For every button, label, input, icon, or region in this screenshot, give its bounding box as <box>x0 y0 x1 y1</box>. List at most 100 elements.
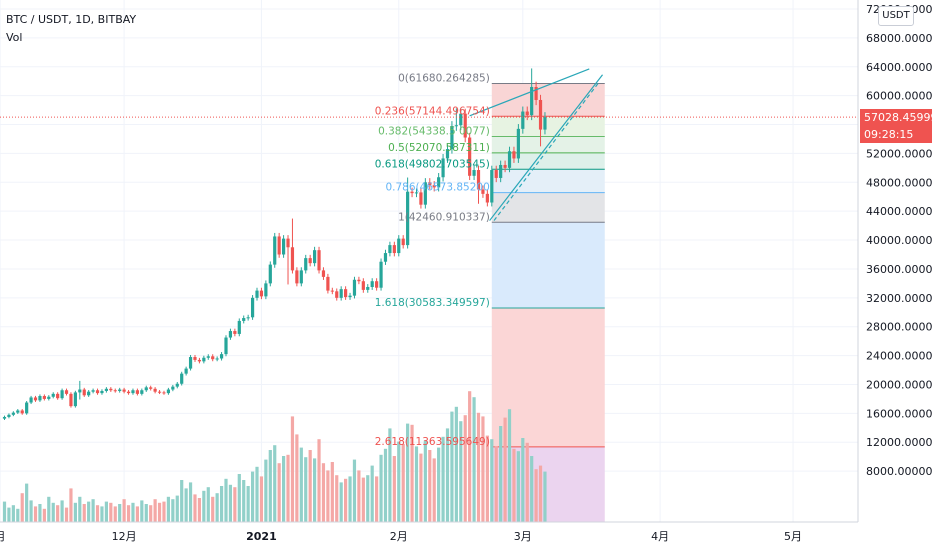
volume-bar <box>273 445 277 522</box>
candle-body <box>184 368 188 374</box>
price-tick-label: 8000.000000 <box>866 465 932 478</box>
trend-lines[interactable] <box>469 68 604 221</box>
candle-body <box>100 390 104 394</box>
candle-body <box>82 389 86 396</box>
volume-bar <box>171 499 175 522</box>
time-tick-label: 12月 <box>112 530 137 543</box>
candlesticks <box>2 68 547 420</box>
volume-bar <box>410 424 414 522</box>
volume-bar <box>215 493 219 522</box>
price-tick-label: 48000.000000 <box>866 176 932 189</box>
candle-body <box>490 170 494 203</box>
candle-body <box>197 359 202 362</box>
fib-level-label: 0(61680.264285) <box>398 73 490 85</box>
candle-body <box>264 283 268 297</box>
volume-bar <box>42 508 46 522</box>
volume-bar <box>397 441 401 522</box>
candle-body <box>246 317 250 319</box>
price-axis[interactable]: 8000.000000 12000.000000 16000.000000 20000… <box>857 0 932 550</box>
candle-body <box>180 373 184 384</box>
candle-body <box>516 128 520 159</box>
price-tick-label: 68000.000000 <box>866 32 932 45</box>
candle-body <box>273 236 277 265</box>
volume-bar <box>366 475 370 522</box>
volume-bar <box>370 465 374 522</box>
volume-indicator-label[interactable]: Vol <box>6 31 23 44</box>
volume-bar <box>20 493 24 522</box>
volume-bar <box>153 499 157 522</box>
candle-body <box>11 412 15 415</box>
candle-body <box>357 279 361 282</box>
volume-bar <box>242 480 246 522</box>
candle-body <box>211 356 215 360</box>
candle-body <box>33 397 38 401</box>
volume-bar <box>149 505 153 522</box>
volume-bar <box>255 466 259 522</box>
candle-body <box>157 391 162 393</box>
volume-bar <box>317 439 321 522</box>
volume-bar <box>538 465 543 522</box>
volume-bar <box>87 501 91 522</box>
time-axis[interactable]: 月 12月 2021 2月 3月 4月 5月 <box>0 521 858 550</box>
candle-body <box>140 390 144 394</box>
volume-bar <box>47 496 51 522</box>
candle-body <box>459 113 463 126</box>
volume-bar <box>7 507 11 522</box>
fib-zone <box>491 152 605 170</box>
volume-bar <box>82 504 86 522</box>
candle-body <box>401 238 405 246</box>
candle-body <box>250 297 255 318</box>
volume-bars <box>2 391 547 522</box>
volume-bar <box>481 416 485 522</box>
symbol-title[interactable]: BTC / USDT, 1D, BITBAY <box>6 13 137 26</box>
price-tick-label: 32000.000000 <box>866 292 932 305</box>
currency-button[interactable]: USDT <box>878 6 914 26</box>
candle-body <box>503 164 507 168</box>
fib-level-label: 0.786(46573.85200 <box>385 182 489 194</box>
price-tick-label: 28000.000000 <box>866 321 932 334</box>
candle-body <box>441 158 445 178</box>
volume-bar <box>211 496 215 522</box>
candle-body <box>144 387 148 391</box>
candle-body <box>530 86 534 116</box>
candle-body <box>118 389 122 391</box>
volume-bar <box>335 475 339 522</box>
last-price-tag: 57028.459999 09:28:15 <box>860 109 932 144</box>
fib-level-label: 0.5(52070.587311) <box>388 142 490 154</box>
candle-body <box>42 396 46 399</box>
candle-body <box>299 270 303 284</box>
volume-bar <box>503 417 507 522</box>
candle-body <box>335 291 339 298</box>
candle-body <box>361 281 365 290</box>
candle-body <box>153 388 157 392</box>
candle-body <box>450 125 454 150</box>
volume-bar <box>534 469 538 522</box>
candle-body <box>494 170 498 178</box>
trend-line-upper <box>469 68 590 117</box>
candle-body <box>406 191 410 246</box>
volume-bar <box>175 495 179 522</box>
volume-bar <box>184 488 188 522</box>
price-tick-label: 64000.000000 <box>866 61 932 74</box>
candle-body <box>313 250 317 264</box>
volume-bar <box>33 506 38 522</box>
candle-body <box>534 86 538 100</box>
candle-body <box>277 236 281 255</box>
volume-bar <box>228 484 233 522</box>
volume-bar <box>219 486 224 522</box>
candle-body <box>166 389 171 394</box>
candle-body <box>29 397 33 403</box>
candle-body <box>317 250 321 271</box>
volume-bar <box>126 505 131 522</box>
candle-body <box>109 388 113 391</box>
candle-body <box>162 392 166 394</box>
candle-body <box>414 192 419 194</box>
volume-bar <box>330 462 334 522</box>
fibonacci-labels: 0(61680.264285) 0.236(57144.496754) 0.382(… <box>375 73 490 448</box>
trend-line-lower <box>489 74 604 221</box>
chart-legend: BTC / USDT, 1D, BITBAY Vol <box>6 11 136 47</box>
candle-body <box>206 356 210 358</box>
time-axis-background <box>0 522 858 550</box>
volume-bar <box>188 482 193 522</box>
